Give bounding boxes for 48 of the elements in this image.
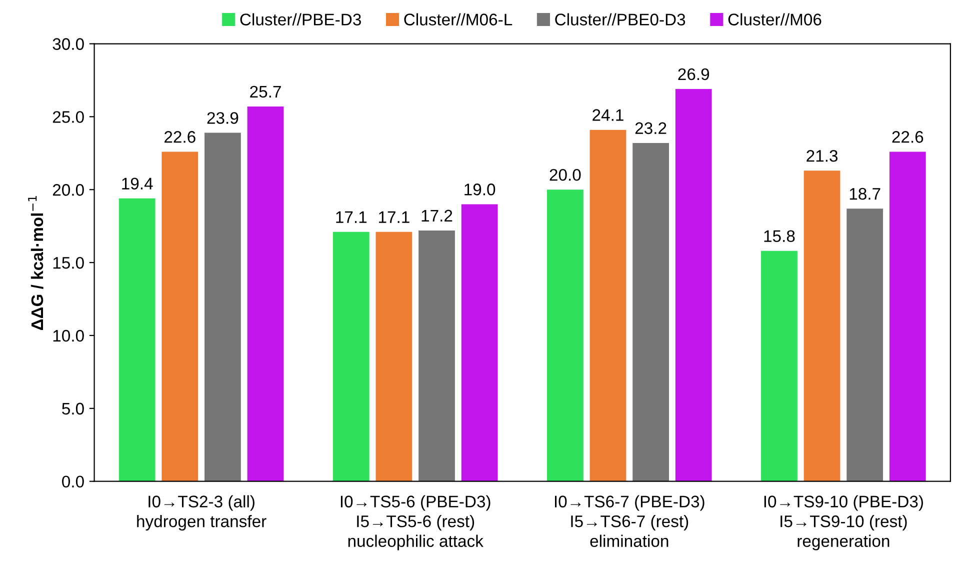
y-tick-label: 15.0 [53, 256, 84, 269]
data-label: 23.2 [635, 122, 666, 134]
x-tick-label: I0→TS9-10 (PBE-D3) I5→TS9-10 (rest) regeneration [764, 495, 923, 550]
bar [804, 170, 840, 482]
bar [204, 132, 241, 482]
data-label: 24.1 [592, 109, 624, 121]
bar [376, 232, 412, 482]
data-label: 18.7 [850, 188, 880, 200]
bar [247, 106, 284, 482]
data-label: 22.6 [892, 131, 924, 143]
data-label: 26.9 [678, 68, 710, 80]
y-axis-title: ΔΔG / kcal·mol$^{−1}$ [28, 196, 44, 330]
y-tick-label: 0.0 [62, 476, 84, 488]
data-label: 21.3 [806, 150, 838, 162]
bar [889, 152, 926, 482]
legend-label: Cluster//PBE0-D3 [555, 13, 686, 26]
data-label: 17.1 [378, 211, 410, 223]
y-tick-label: 10.0 [53, 330, 84, 342]
y-tick-label: 5.0 [62, 402, 84, 415]
y-tick-label: 20.0 [52, 184, 84, 196]
bar [632, 142, 669, 482]
bar [461, 204, 498, 482]
data-label: 17.2 [422, 210, 452, 222]
data-label: 15.8 [764, 230, 795, 242]
data-label: 23.9 [207, 112, 238, 124]
legend-label: Cluster//M06-L [404, 13, 512, 26]
data-label: 25.7 [250, 86, 281, 98]
data-label: 17.1 [336, 211, 367, 223]
data-label: 19.4 [122, 178, 153, 190]
bar [546, 190, 584, 482]
data-label: 19.0 [464, 184, 496, 196]
legend-label: Cluster//M06 [728, 13, 822, 26]
bar [418, 230, 455, 482]
bar [761, 250, 798, 482]
bar [846, 208, 884, 482]
bar [590, 130, 626, 482]
legend-label: Cluster//PBE-D3 [240, 13, 361, 26]
bar [332, 232, 370, 482]
y-tick-label: 25.0 [52, 111, 84, 123]
x-tick-label: I0→TS2-3 (all) hydrogen transfer [137, 495, 266, 531]
bar [162, 152, 198, 482]
data-label: 22.6 [164, 131, 196, 143]
x-tick-label: I0→TS6-7 (PBE-D3) I5→TS6-7 (rest) elimination [554, 495, 704, 547]
x-tick-label: I0→TS5-6 (PBE-D3) I5→TS5-6 (rest) nucleophilic attack [340, 495, 490, 550]
y-tick-label: 30.0 [52, 38, 84, 50]
bar [118, 198, 156, 482]
data-label: 20.0 [550, 168, 581, 181]
bar [675, 88, 712, 482]
